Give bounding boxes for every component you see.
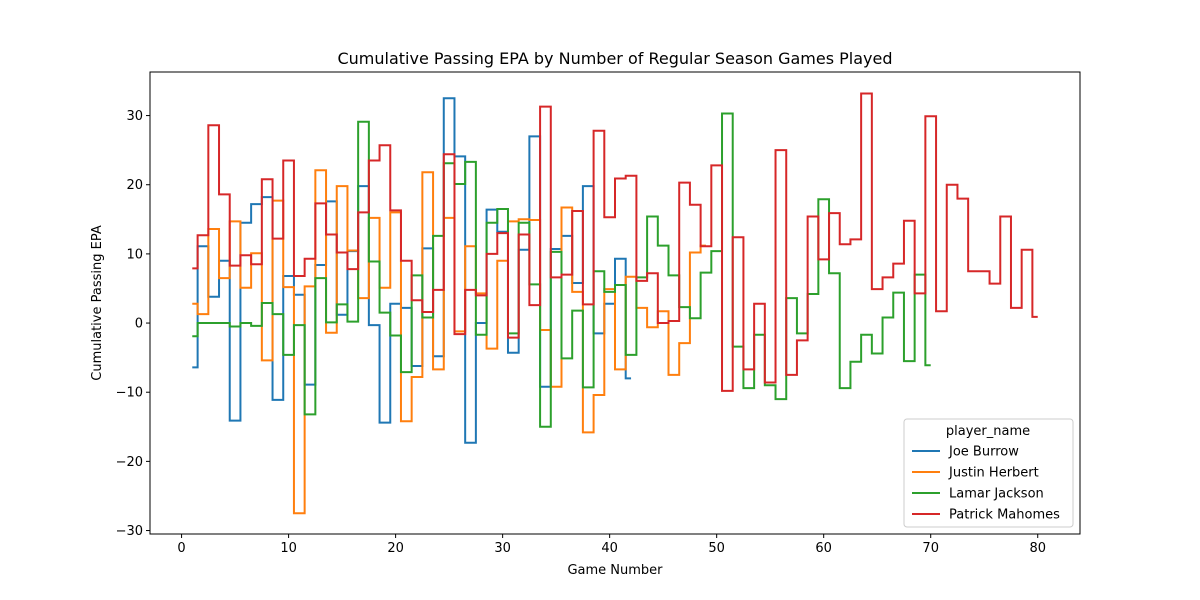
series-line-justin-herbert <box>192 169 706 515</box>
y-tick-label: −10 <box>116 386 143 401</box>
legend-label-lamar-jackson: Lamar Jackson <box>949 487 1044 502</box>
x-axis: 0 10 20 30 40 50 60 70 80 <box>177 534 1046 556</box>
series-layer <box>192 92 1038 515</box>
y-axis-label: Cumulative Passing EPA <box>90 225 105 381</box>
y-axis: −30 −20 −10 0 10 20 30 <box>116 109 150 539</box>
x-tick-label: 0 <box>177 541 185 556</box>
legend-box <box>903 418 1074 528</box>
legend-items: Joe Burrow Justin Herbert Lamar Jackson Pat… <box>912 445 1060 523</box>
x-tick-label: 80 <box>1029 541 1046 556</box>
x-tick-label: 70 <box>922 541 939 556</box>
y-tick-label: −30 <box>116 524 143 539</box>
y-tick-label: 0 <box>135 317 143 332</box>
legend-label-joe-burrow: Joe Burrow <box>948 445 1019 460</box>
x-axis-label: Game Number <box>567 563 663 578</box>
x-tick-label: 40 <box>601 541 618 556</box>
y-tick-label: −20 <box>116 455 143 470</box>
x-tick-label: 50 <box>708 541 725 556</box>
legend-label-justin-herbert: Justin Herbert <box>948 466 1039 481</box>
y-tick-label: 20 <box>126 178 143 193</box>
x-tick-label: 30 <box>494 541 511 556</box>
legend-label-patrick-mahomes: Patrick Mahomes <box>949 508 1060 523</box>
y-tick-label: 30 <box>126 109 143 124</box>
x-tick-label: 60 <box>815 541 832 556</box>
series-line-lamar-jackson <box>192 112 931 428</box>
y-tick-label: 10 <box>126 247 143 262</box>
x-tick-label: 10 <box>280 541 297 556</box>
chart-title: Cumulative Passing EPA by Number of Regu… <box>337 49 892 68</box>
legend-title: player_name <box>946 424 1030 439</box>
series-line-patrick-mahomes <box>192 92 1038 392</box>
x-tick-label: 20 <box>387 541 404 556</box>
legend: player_name Joe Burrow Justin Herbert Lama… <box>903 418 1074 528</box>
plot-frame <box>149 71 1081 535</box>
